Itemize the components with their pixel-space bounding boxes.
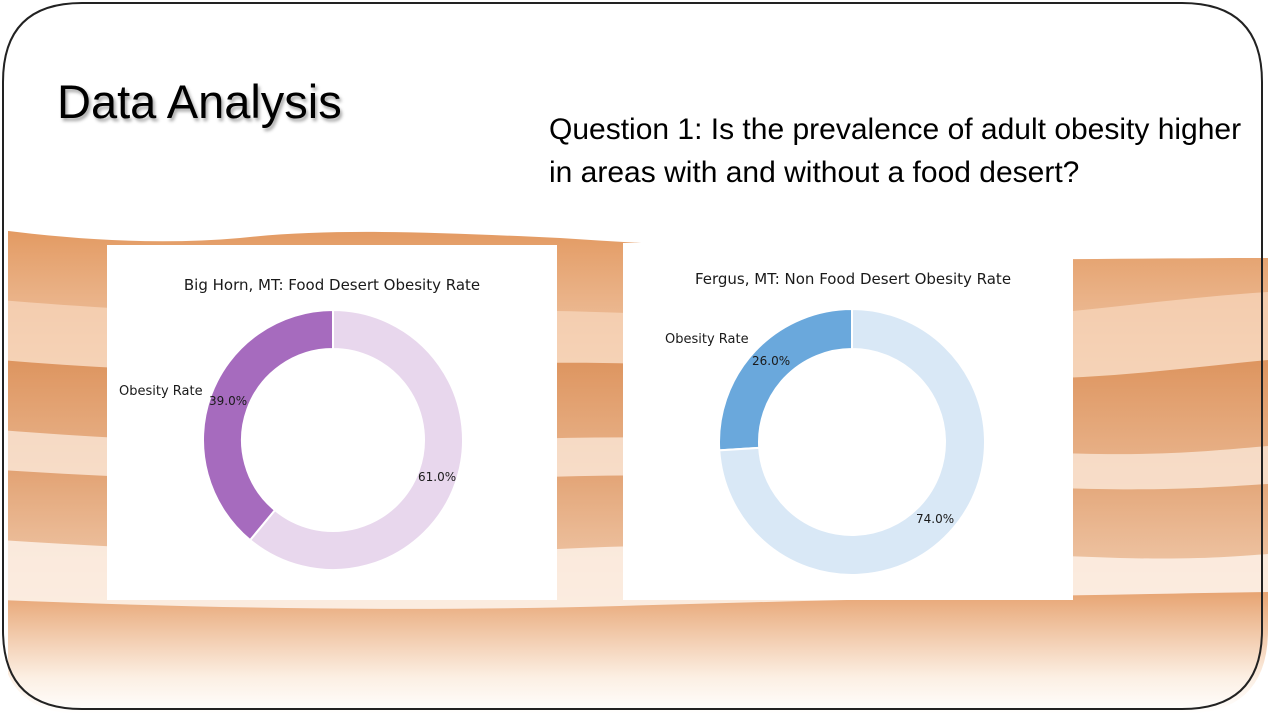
chart-panel-big-horn: Big Horn, MT: Food Desert Obesity Rate O… — [107, 245, 557, 600]
slide-title: Data Analysis — [57, 75, 342, 128]
donut-slice-obesity — [202, 308, 334, 542]
chart-panel-fergus: Fergus, MT: Non Food Desert Obesity Rate… — [623, 243, 1073, 600]
donut-slices — [202, 308, 464, 571]
slice-pct-label: 26.0% — [752, 354, 790, 368]
slice-label-obesity-rate: Obesity Rate — [665, 332, 749, 347]
dune-band — [0, 592, 1268, 714]
slice-pct-label: 61.0% — [418, 470, 456, 484]
donut-slice-remainder — [718, 307, 986, 576]
slice-pct-label: 74.0% — [916, 512, 954, 526]
donut-slice-obesity — [718, 307, 853, 452]
chart-title: Fergus, MT: Non Food Desert Obesity Rate — [695, 270, 1011, 288]
chart-title: Big Horn, MT: Food Desert Obesity Rate — [184, 276, 480, 294]
donut-chart-fergus: Fergus, MT: Non Food Desert Obesity Rate… — [665, 270, 1011, 576]
slice-pct-label: 39.0% — [209, 394, 247, 408]
question-text: Question 1: Is the prevalence of adult o… — [549, 113, 1242, 189]
donut-slices — [718, 307, 986, 576]
donut-chart-big-horn: Big Horn, MT: Food Desert Obesity Rate O… — [119, 276, 480, 571]
donut-slice-remainder — [248, 308, 464, 571]
slice-label-obesity-rate: Obesity Rate — [119, 384, 203, 399]
